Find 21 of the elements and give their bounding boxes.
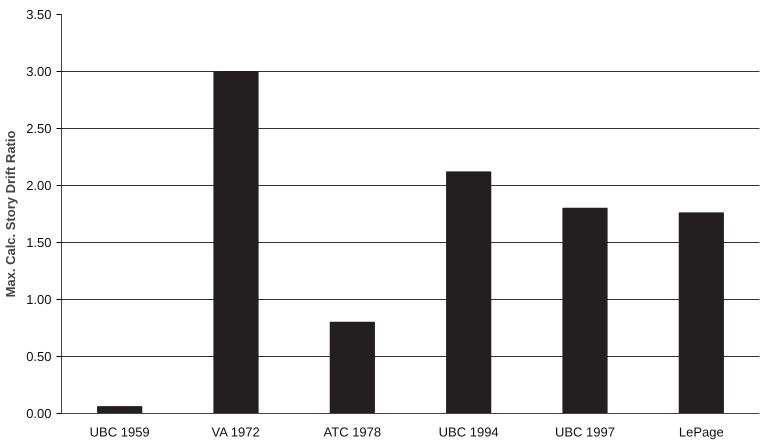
y-tick-label: 2.50 (26, 121, 52, 136)
bar (97, 406, 142, 414)
x-tick-label: ATC 1978 (324, 424, 382, 440)
bar (678, 212, 724, 414)
x-tick-label: UBC 1994 (438, 424, 499, 440)
y-tick-label: 1.00 (26, 292, 52, 307)
y-tick-label: 1.50 (26, 235, 52, 250)
bar (562, 208, 608, 414)
bar (446, 171, 492, 414)
x-tick-label: UBC 1997 (555, 424, 615, 440)
y-tick-label: 2.00 (26, 178, 52, 193)
y-axis-title: Max. Calc. Story Drift Ratio (3, 130, 18, 298)
x-tick-label: UBC 1959 (90, 424, 150, 440)
y-tick-label: 0.50 (26, 349, 52, 364)
bar (213, 71, 259, 414)
bar (330, 322, 375, 414)
x-tick-label: LePage (678, 424, 724, 440)
x-tick-label: VA 1972 (212, 424, 260, 440)
y-tick-label: 3.00 (26, 64, 52, 79)
y-tick-label: 3.50 (26, 7, 52, 22)
y-tick-label: 0.00 (26, 406, 52, 421)
